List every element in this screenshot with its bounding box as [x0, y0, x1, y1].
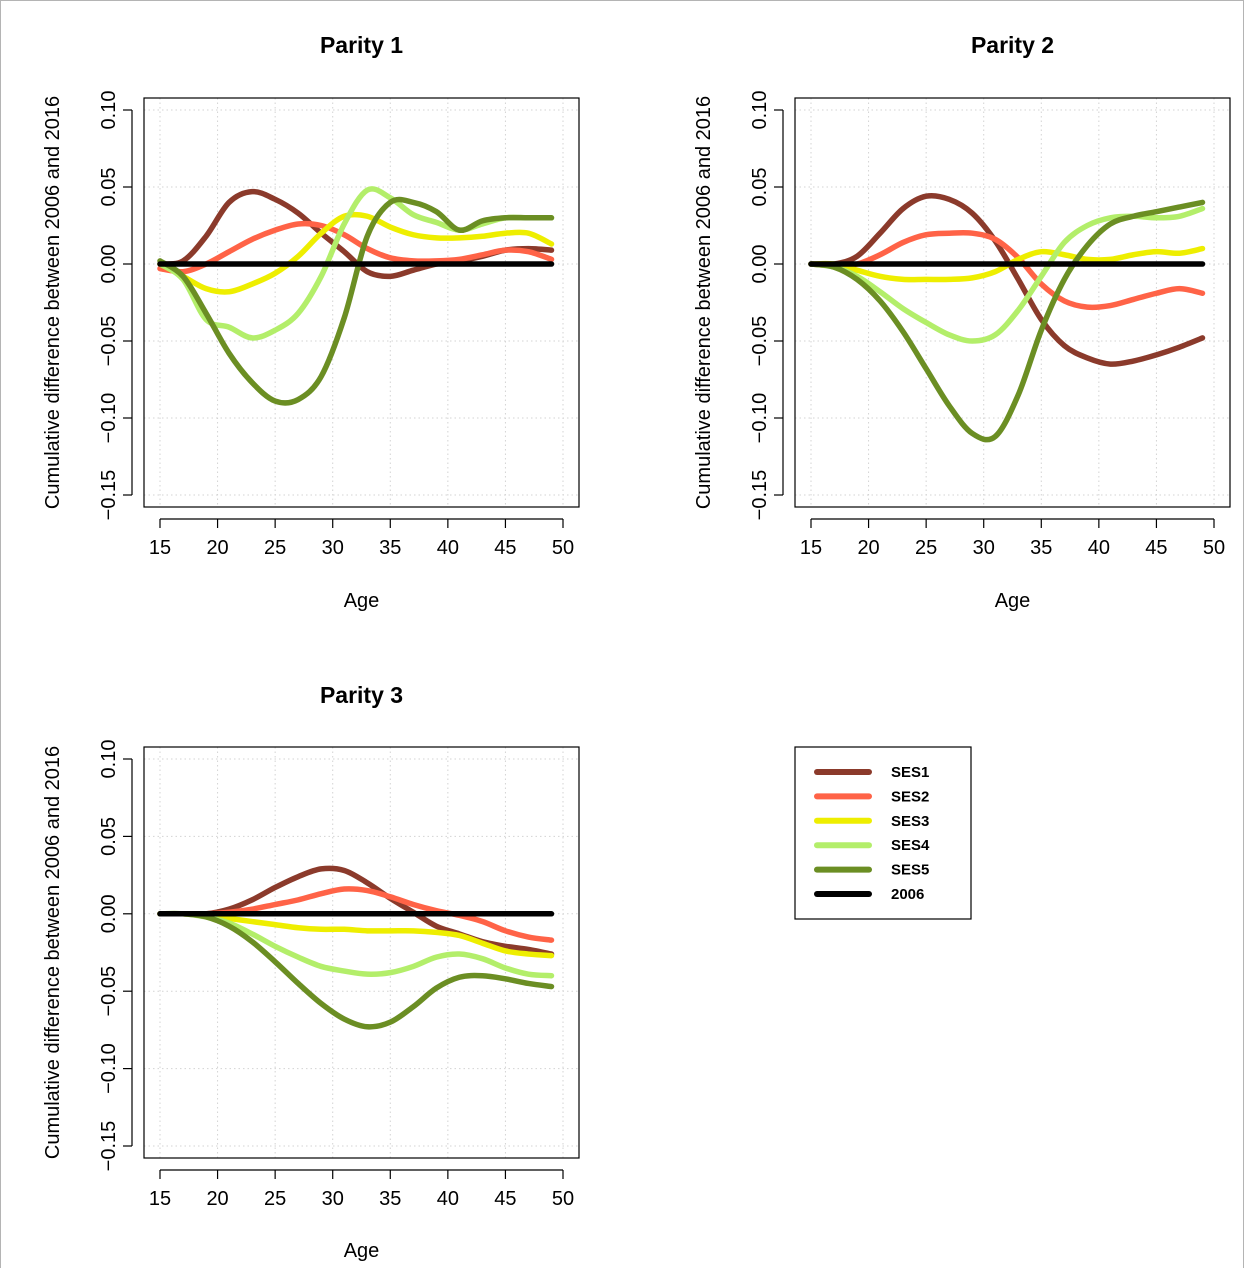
series-line-ses5 — [808, 199, 1206, 443]
series-line-ses2 — [808, 229, 1206, 311]
y-tick-label: −0.10 — [749, 393, 771, 444]
legend-label-2006: 2006 — [891, 886, 924, 903]
x-axis-label: Age — [344, 590, 380, 612]
chart-title: Parity 3 — [320, 682, 403, 708]
x-tick-label: 15 — [149, 1188, 171, 1210]
x-tick-label: 35 — [1030, 537, 1052, 559]
y-tick-label: −0.05 — [98, 316, 120, 367]
plot-frame — [794, 97, 1231, 508]
legend-label-ses2: SES2 — [891, 788, 929, 805]
y-tick-label: 0.05 — [98, 817, 120, 856]
plot-frame — [143, 97, 580, 508]
x-tick-label: 50 — [1203, 537, 1225, 559]
x-tick-label: 25 — [264, 1188, 286, 1210]
y-tick-label: −0.15 — [98, 470, 120, 521]
series-line-ses3 — [157, 910, 555, 959]
x-tick-label: 20 — [206, 537, 228, 559]
series-line-ses1 — [808, 192, 1206, 367]
x-axis-label: Age — [995, 590, 1031, 612]
y-tick-label: −0.05 — [749, 316, 771, 367]
x-tick-label: 30 — [322, 1188, 344, 1210]
chart-title: Parity 1 — [320, 32, 403, 58]
x-tick-label: 45 — [494, 1188, 516, 1210]
x-tick-label: 35 — [379, 1188, 401, 1210]
x-tick-label: 20 — [857, 537, 879, 559]
y-tick-label: 0.05 — [749, 168, 771, 207]
panel-parity-1: Parity 115 20 25 30 35 40 45 50Age−0.15−0.10−0.… — [42, 32, 580, 612]
x-tick-label: 50 — [552, 1188, 574, 1210]
legend-label-ses5: SES5 — [891, 862, 929, 879]
panel-parity-2: Parity 215 20 25 30 35 40 45 50Age−0.15−0.10−0.… — [693, 32, 1231, 612]
series-line-ses5 — [157, 196, 555, 406]
series-group — [157, 865, 555, 1030]
y-tick-label: −0.10 — [98, 393, 120, 444]
grid — [795, 98, 1230, 507]
series-line-ses2 — [157, 220, 555, 275]
y-tick-label: 0.05 — [98, 168, 120, 207]
x-tick-label: 15 — [149, 537, 171, 559]
y-tick-label: 0.10 — [98, 91, 120, 130]
x-tick-label: 40 — [437, 537, 459, 559]
legend-box — [794, 746, 972, 920]
x-tick-label: 40 — [437, 1188, 459, 1210]
y-tick-label: −0.05 — [98, 966, 120, 1017]
y-tick-label: 0.00 — [98, 245, 120, 284]
panel-parity-3: Parity 315 20 25 30 35 40 45 50Age−0.15−0.10−0.… — [42, 682, 580, 1262]
chart-title: Parity 2 — [971, 32, 1054, 58]
y-axis-label: Cumulative difference between 2006 and 2… — [42, 96, 64, 509]
series-line-ses5 — [157, 910, 555, 1030]
y-axis: −0.15 −0.10 −0.05 0.00 0.05 0.10 — [98, 91, 133, 521]
x-tick-label: 25 — [264, 537, 286, 559]
y-tick-label: −0.15 — [749, 470, 771, 521]
x-tick-label: 30 — [973, 537, 995, 559]
series-line-ses3 — [157, 211, 555, 295]
x-tick-label: 45 — [1145, 537, 1167, 559]
y-axis: −0.15 −0.10 −0.05 0.00 0.05 0.10 — [98, 740, 133, 1172]
legend-label-ses4: SES4 — [891, 837, 930, 854]
series-group — [157, 186, 555, 406]
x-axis: 15 20 25 30 35 40 45 50 — [149, 1169, 574, 1210]
series-line-ses4 — [157, 186, 555, 341]
series-group — [808, 192, 1206, 443]
legend-label-ses3: SES3 — [891, 813, 929, 830]
x-tick-label: 45 — [494, 537, 516, 559]
y-axis-label: Cumulative difference between 2006 and 2… — [693, 96, 715, 509]
y-axis-label: Cumulative difference between 2006 and 2… — [42, 746, 64, 1159]
y-tick-label: 0.10 — [749, 91, 771, 130]
x-tick-label: 25 — [915, 537, 937, 559]
x-tick-label: 30 — [322, 537, 344, 559]
y-tick-label: 0.10 — [98, 740, 120, 779]
x-tick-label: 20 — [206, 1188, 228, 1210]
legend-label-ses1: SES1 — [891, 764, 929, 781]
plot-frame — [143, 746, 580, 1159]
y-tick-label: 0.00 — [98, 894, 120, 933]
y-axis: −0.15 −0.10 −0.05 0.00 0.05 0.10 — [749, 91, 784, 521]
x-tick-label: 40 — [1088, 537, 1110, 559]
x-axis-label: Age — [344, 1240, 380, 1262]
x-axis: 15 20 25 30 35 40 45 50 — [800, 518, 1225, 559]
grid — [144, 98, 579, 507]
x-tick-label: 50 — [552, 537, 574, 559]
legend: SES1 SES2 SES3 SES4 SES5 2006 — [794, 746, 972, 920]
x-tick-label: 35 — [379, 537, 401, 559]
x-axis: 15 20 25 30 35 40 45 50 — [149, 518, 574, 559]
y-tick-label: −0.10 — [98, 1043, 120, 1094]
y-tick-label: −0.15 — [98, 1121, 120, 1172]
y-tick-label: 0.00 — [749, 245, 771, 284]
x-tick-label: 15 — [800, 537, 822, 559]
